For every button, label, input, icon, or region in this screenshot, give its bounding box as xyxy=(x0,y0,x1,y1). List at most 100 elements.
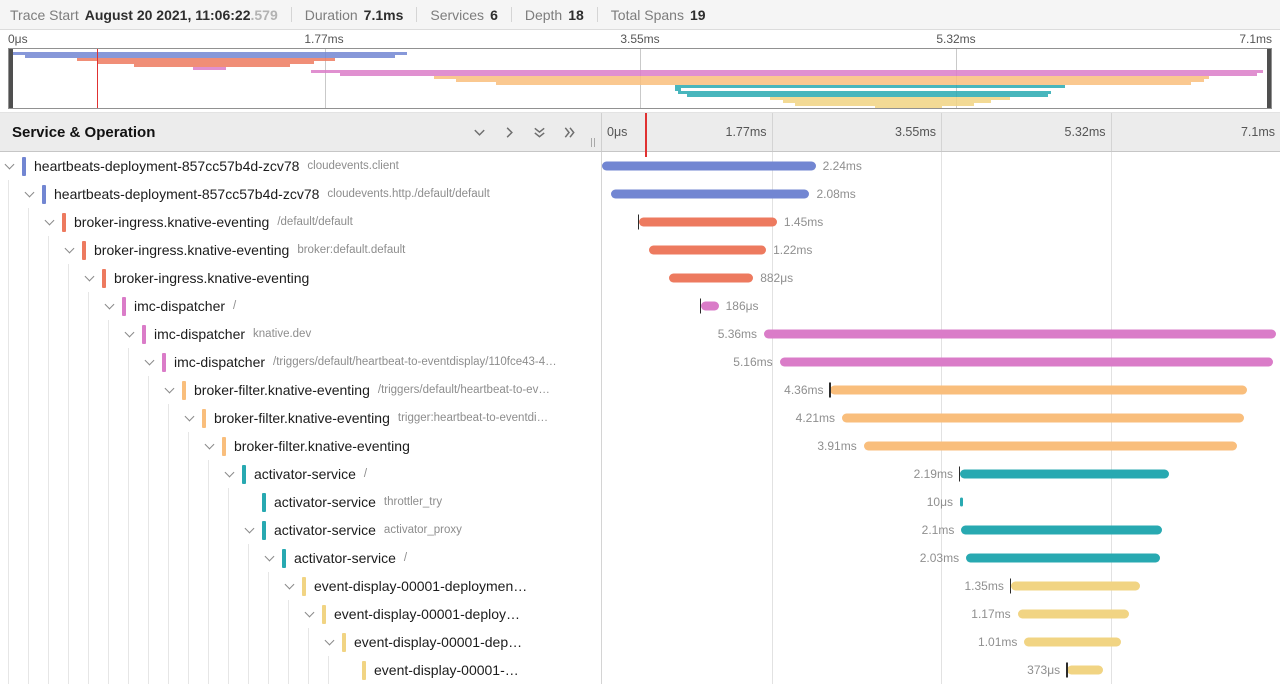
span-name-cell[interactable]: imc-dispatcher / xyxy=(0,292,602,320)
expand-all-icon[interactable] xyxy=(562,125,577,140)
chevron-down-icon[interactable] xyxy=(64,243,75,254)
span-name-cell[interactable]: broker-filter.knative-eventing xyxy=(0,432,602,460)
span-row[interactable]: event-display-00001-deploy… 1.17ms xyxy=(0,600,1280,628)
span-row[interactable]: imc-dispatcher/triggers/default/heartbea… xyxy=(0,348,1280,376)
minimap-left-scrubber-handle[interactable] xyxy=(9,49,13,108)
span-track-cell[interactable]: 1.17ms xyxy=(602,600,1280,628)
span-row[interactable]: heartbeats-deployment-857cc57b4d-zcv78 cl… xyxy=(0,180,1280,208)
span-row[interactable]: imc-dispatcher knative.dev 5.36ms xyxy=(0,320,1280,348)
chevron-down-icon[interactable] xyxy=(324,635,335,646)
span-name-cell[interactable]: event-display-00001-dep… xyxy=(0,628,602,656)
collapse-one-icon[interactable] xyxy=(472,125,487,140)
chevron-down-icon[interactable] xyxy=(24,187,35,198)
span-track-cell[interactable]: 5.16ms xyxy=(602,348,1280,376)
chevron-down-icon[interactable] xyxy=(124,327,135,338)
span-row[interactable]: broker-filter.knative-eventing/triggers/… xyxy=(0,376,1280,404)
span-track-cell[interactable]: 10μs xyxy=(602,488,1280,516)
span-row[interactable]: event-display-00001-… 373μs xyxy=(0,656,1280,684)
span-track-cell[interactable]: 4.21ms xyxy=(602,404,1280,432)
span-name-cell[interactable]: broker-ingress.knative-eventing broker:de… xyxy=(0,236,602,264)
span-name-cell[interactable]: imc-dispatcher/triggers/default/heartbea… xyxy=(0,348,602,376)
span-row[interactable]: broker-ingress.knative-eventing broker:de… xyxy=(0,236,1280,264)
span-duration-bar[interactable] xyxy=(649,245,767,255)
chevron-down-icon[interactable] xyxy=(164,383,175,394)
expand-one-icon[interactable] xyxy=(502,125,517,140)
span-track-cell[interactable]: 2.1ms xyxy=(602,516,1280,544)
span-track-cell[interactable]: 2.08ms xyxy=(602,180,1280,208)
span-duration-bar[interactable] xyxy=(700,301,719,311)
span-track-cell[interactable]: 2.19ms xyxy=(602,460,1280,488)
span-name-cell[interactable]: heartbeats-deployment-857cc57b4d-zcv78 cl… xyxy=(0,180,602,208)
collapse-all-icon[interactable] xyxy=(532,125,547,140)
chevron-down-icon[interactable] xyxy=(84,271,95,282)
span-duration-bar[interactable] xyxy=(959,497,964,507)
chevron-down-icon[interactable] xyxy=(224,467,235,478)
span-row[interactable]: heartbeats-deployment-857cc57b4d-zcv78 cl… xyxy=(0,152,1280,180)
span-track-cell[interactable]: 3.91ms xyxy=(602,432,1280,460)
span-duration-bar[interactable] xyxy=(966,553,1160,563)
span-track-cell[interactable]: 1.35ms xyxy=(602,572,1280,600)
span-track-cell[interactable]: 2.03ms xyxy=(602,544,1280,572)
span-name-cell[interactable]: activator-service activator_proxy xyxy=(0,516,602,544)
span-row[interactable]: activator-service activator_proxy 2.1ms xyxy=(0,516,1280,544)
span-row[interactable]: broker-filter.knative-eventing trigger:he… xyxy=(0,404,1280,432)
span-duration-bar[interactable] xyxy=(863,441,1238,451)
span-track-cell[interactable]: 1.01ms xyxy=(602,628,1280,656)
span-duration-bar[interactable] xyxy=(1017,609,1130,619)
span-row[interactable]: event-display-00001-dep… 1.01ms xyxy=(0,628,1280,656)
span-duration-bar[interactable] xyxy=(961,525,1163,535)
span-name-cell[interactable]: heartbeats-deployment-857cc57b4d-zcv78 cl… xyxy=(0,152,602,180)
span-name-cell[interactable]: imc-dispatcher knative.dev xyxy=(0,320,602,348)
span-name-cell[interactable]: event-display-00001-… xyxy=(0,656,602,684)
chevron-down-icon[interactable] xyxy=(4,159,15,170)
chevron-down-icon[interactable] xyxy=(284,579,295,590)
span-track-cell[interactable]: 1.22ms xyxy=(602,236,1280,264)
span-track-cell[interactable]: 2.24ms xyxy=(602,152,1280,180)
span-track-cell[interactable]: 373μs xyxy=(602,656,1280,684)
span-name-cell[interactable]: broker-filter.knative-eventing/triggers/… xyxy=(0,376,602,404)
span-duration-bar[interactable] xyxy=(669,273,754,283)
column-resize-grip[interactable] xyxy=(591,138,595,147)
span-track-cell[interactable]: 186μs xyxy=(602,292,1280,320)
span-row[interactable]: activator-service / 2.03ms xyxy=(0,544,1280,572)
span-name-cell[interactable]: broker-filter.knative-eventing trigger:he… xyxy=(0,404,602,432)
span-duration-bar[interactable] xyxy=(842,413,1245,423)
span-track-cell[interactable]: 1.45ms xyxy=(602,208,1280,236)
span-name-cell[interactable]: activator-service throttler_try xyxy=(0,488,602,516)
span-track-cell[interactable]: 5.36ms xyxy=(602,320,1280,348)
span-name-cell[interactable]: activator-service / xyxy=(0,544,602,572)
minimap-right-scrubber-handle[interactable] xyxy=(1267,49,1271,108)
chevron-down-icon[interactable] xyxy=(204,439,215,450)
span-track-cell[interactable]: 4.36ms xyxy=(602,376,1280,404)
span-duration-bar[interactable] xyxy=(1067,665,1104,675)
span-duration-bar[interactable] xyxy=(638,217,777,227)
span-row[interactable]: imc-dispatcher / 186μs xyxy=(0,292,1280,320)
span-row[interactable]: broker-ingress.knative-eventing 882μs xyxy=(0,264,1280,292)
span-row[interactable]: activator-service throttler_try 10μs xyxy=(0,488,1280,516)
span-duration-bar[interactable] xyxy=(1024,637,1121,647)
chevron-down-icon[interactable] xyxy=(184,411,195,422)
span-duration-bar[interactable] xyxy=(959,469,1170,479)
span-name-cell[interactable]: activator-service / xyxy=(0,460,602,488)
chevron-down-icon[interactable] xyxy=(44,215,55,226)
chevron-down-icon[interactable] xyxy=(144,355,155,366)
span-row[interactable]: activator-service / 2.19ms xyxy=(0,460,1280,488)
span-duration-bar[interactable] xyxy=(779,357,1273,367)
chevron-down-icon[interactable] xyxy=(264,551,275,562)
span-row[interactable]: broker-ingress.knative-eventing/default/… xyxy=(0,208,1280,236)
span-duration-bar[interactable] xyxy=(602,161,816,171)
span-duration-bar[interactable] xyxy=(610,189,810,199)
span-name-cell[interactable]: broker-ingress.knative-eventing/default/… xyxy=(0,208,602,236)
span-name-cell[interactable]: broker-ingress.knative-eventing xyxy=(0,264,602,292)
chevron-down-icon[interactable] xyxy=(244,523,255,534)
span-row[interactable]: event-display-00001-deploymen… 1.35ms xyxy=(0,572,1280,600)
span-duration-bar[interactable] xyxy=(830,385,1247,395)
span-name-cell[interactable]: event-display-00001-deploy… xyxy=(0,600,602,628)
span-name-cell[interactable]: event-display-00001-deploymen… xyxy=(0,572,602,600)
chevron-down-icon[interactable] xyxy=(104,299,115,310)
span-track-cell[interactable]: 882μs xyxy=(602,264,1280,292)
span-duration-bar[interactable] xyxy=(764,329,1276,339)
chevron-down-icon[interactable] xyxy=(304,607,315,618)
minimap-canvas[interactable] xyxy=(8,48,1272,109)
span-row[interactable]: broker-filter.knative-eventing 3.91ms xyxy=(0,432,1280,460)
